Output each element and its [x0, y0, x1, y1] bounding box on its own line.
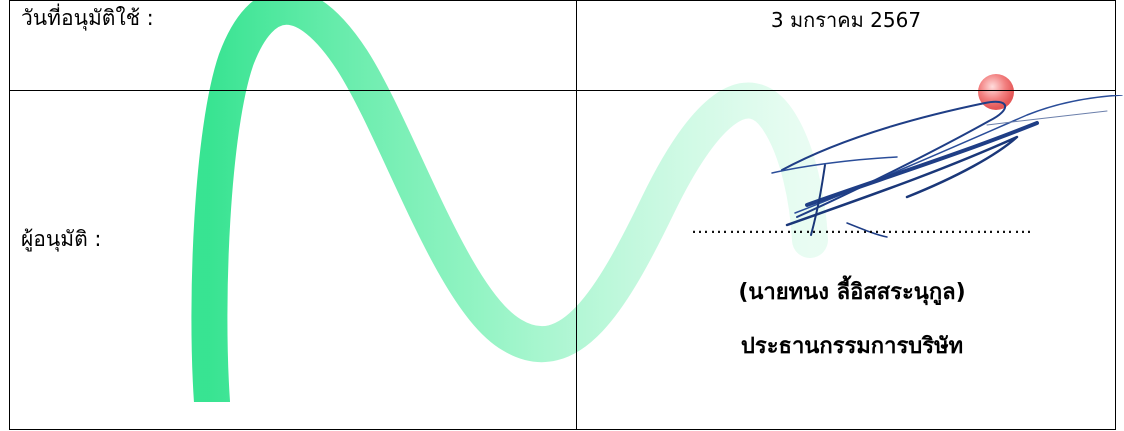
approval-date-label: วันที่อนุมัติใช้ : — [21, 5, 154, 30]
approval-date-value-cell: 3 มกราคม 2567 — [576, 0, 1116, 91]
approval-date-row: วันที่อนุมัติใช้ : 3 มกราคม 2567 — [9, 0, 1116, 91]
approval-table: วันที่อนุมัติใช้ : 3 มกราคม 2567 ผู้อนุม… — [9, 0, 1123, 430]
approver-label-cell: ผู้อนุมัติ : — [9, 90, 577, 430]
approval-date-value: 3 มกราคม 2567 — [770, 7, 922, 32]
approver-position: ประธานกรรมการบริษัท — [740, 334, 964, 359]
approver-row: ผู้อนุมัติ : ……………………………………………… — [9, 90, 1123, 430]
approval-date-label-cell: วันที่อนุมัติใช้ : — [9, 0, 577, 91]
approver-name: (นายทนง ลี้อิสสระนุกูล) — [738, 280, 966, 305]
approver-label: ผู้อนุมัติ : — [21, 226, 102, 251]
signature-line: ……………………………………………… — [691, 217, 1033, 238]
approver-signature-cell: ……………………………………………… (นายทนง ลี้อิสสระนุกู… — [576, 90, 1123, 430]
